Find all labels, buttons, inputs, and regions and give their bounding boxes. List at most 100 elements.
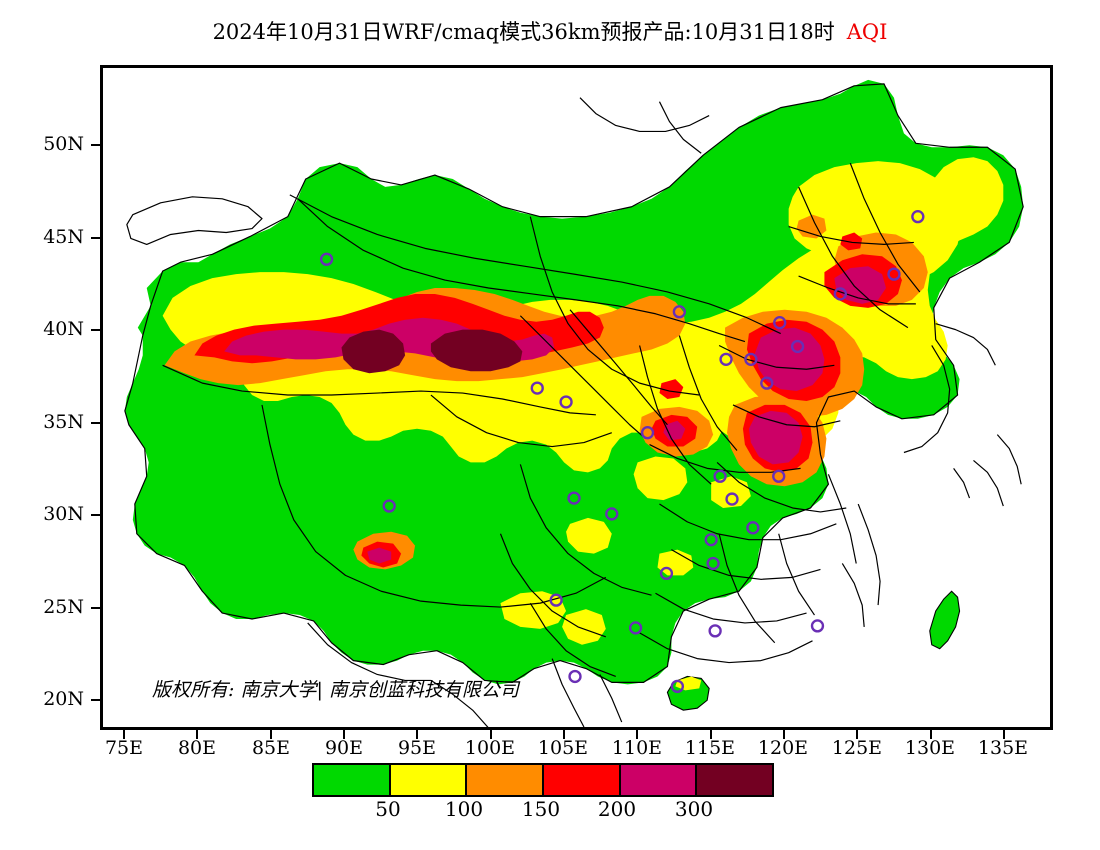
station-marker <box>706 556 720 571</box>
station-marker <box>790 339 805 354</box>
x-axis-label-125E: 125E <box>831 737 883 759</box>
colorbar-segment-moderate[interactable] <box>390 765 468 795</box>
x-axis-label-115E: 115E <box>684 737 736 759</box>
aqi-patch-moderate-6 <box>711 476 751 508</box>
aqi-band-very-unhealthy-bohai <box>754 327 825 392</box>
colorbar-segment-unhealthy[interactable] <box>544 765 621 795</box>
colorbar-label-100: 100 <box>444 797 484 821</box>
map-canvas <box>103 68 1050 727</box>
station-marker <box>628 621 643 635</box>
x-axis-label-130E: 130E <box>904 737 956 759</box>
station-marker <box>670 679 685 694</box>
x-axis-label-85E: 85E <box>251 737 291 759</box>
station-marker <box>772 469 786 483</box>
administrative-borders <box>124 83 1024 727</box>
colorbar-segment-good[interactable] <box>314 765 391 795</box>
aqi-patch-unhealthy-2 <box>659 379 684 399</box>
x-tick-85E <box>270 730 272 739</box>
station-marker <box>640 426 655 440</box>
aqi-colorbar[interactable] <box>312 763 774 797</box>
station-marker <box>773 316 787 330</box>
aqi-patch-unhealthy-1 <box>840 232 863 251</box>
station-marker <box>911 210 925 224</box>
aqi-patch-sensitive-1 <box>605 307 642 336</box>
station-marker <box>549 593 563 607</box>
y-tick-35N <box>91 422 100 424</box>
colorbar-label-150: 150 <box>521 797 561 821</box>
station-marker <box>568 669 582 684</box>
y-axis-label-45N: 45N <box>43 226 84 248</box>
taiwan-landmass <box>929 590 961 650</box>
chart-title: 2024年10月31日WRF/cmaq模式36km预报产品:10月31日18时 A… <box>0 16 1100 46</box>
title-text: 2024年10月31日WRF/cmaq模式36km预报产品:10月31日18时 <box>212 20 835 44</box>
x-tick-90E <box>343 730 345 739</box>
x-tick-95E <box>416 730 418 739</box>
y-tick-40N <box>91 329 100 331</box>
station-marker <box>760 376 774 390</box>
x-axis-label-80E: 80E <box>177 737 217 759</box>
x-tick-120E <box>783 730 785 739</box>
x-tick-100E <box>490 730 492 739</box>
y-axis-label-25N: 25N <box>43 596 84 618</box>
colorbar-tick-labels: 50 100 150 200 300 <box>312 797 774 823</box>
aqi-patch-moderate-1 <box>633 456 688 501</box>
x-axis-label-75E: 75E <box>104 737 144 759</box>
y-tick-50N <box>91 144 100 146</box>
colorbar-label-300: 300 <box>674 797 714 821</box>
x-axis-label-110E: 110E <box>611 737 663 759</box>
station-marker <box>382 499 396 513</box>
station-marker <box>708 624 722 638</box>
y-tick-25N <box>91 607 100 609</box>
aqi-patch-very-unhealthy-1 <box>663 420 686 441</box>
station-marker <box>672 305 687 319</box>
x-axis-label-90E: 90E <box>324 737 364 759</box>
x-axis-label-100E: 100E <box>464 737 516 759</box>
y-tick-20N <box>91 699 100 701</box>
title-variable: AQI <box>846 20 888 44</box>
x-tick-135E <box>1003 730 1005 739</box>
copyright-text: 版权所有: 南京大学| 南京创蓝科技有限公司 <box>152 679 519 701</box>
y-axis-label-50N: 50N <box>43 133 84 155</box>
station-marker <box>605 507 619 521</box>
x-tick-75E <box>123 730 125 739</box>
map-plot-area[interactable] <box>100 65 1053 730</box>
aqi-band-hazardous-core-west <box>341 329 406 374</box>
aqi-contour-map <box>124 79 1024 727</box>
station-marker <box>567 491 581 505</box>
station-marker <box>887 267 901 281</box>
aqi-band-very-unhealthy-bohai-s <box>748 410 803 465</box>
x-tick-80E <box>196 730 198 739</box>
x-tick-110E <box>636 730 638 739</box>
x-tick-125E <box>856 730 858 739</box>
station-marker <box>746 521 760 535</box>
station-marker <box>744 352 758 366</box>
station-marker <box>319 252 334 266</box>
x-tick-115E <box>710 730 712 739</box>
aqi-patch-moderate-2 <box>566 517 612 554</box>
x-axis-label-120E: 120E <box>757 737 809 759</box>
aqi-patch-sensitive-2 <box>796 214 827 239</box>
x-tick-130E <box>930 730 932 739</box>
station-marker <box>833 287 847 301</box>
station-marker <box>810 619 825 633</box>
colorbar-segment-hazardous[interactable] <box>697 765 773 795</box>
x-axis-label-95E: 95E <box>397 737 437 759</box>
y-axis-label-40N: 40N <box>43 318 84 340</box>
station-marker <box>719 352 733 366</box>
station-marker <box>530 381 544 395</box>
station-marker <box>659 566 674 581</box>
aqi-band-hazardous-core-east <box>430 329 523 372</box>
station-marker <box>704 533 718 547</box>
y-axis-label-30N: 30N <box>43 503 84 525</box>
colorbar-label-200: 200 <box>597 797 637 821</box>
x-axis-label-135E: 135E <box>977 737 1029 759</box>
station-marker <box>559 395 573 409</box>
colorbar-label-50: 50 <box>375 797 401 821</box>
y-axis-label-35N: 35N <box>43 411 84 433</box>
station-markers[interactable] <box>319 210 925 694</box>
y-tick-30N <box>91 514 100 516</box>
x-tick-105E <box>563 730 565 739</box>
colorbar-segment-sensitive[interactable] <box>467 765 545 795</box>
station-marker <box>713 469 727 483</box>
colorbar-segment-very-unhealthy[interactable] <box>620 765 698 795</box>
